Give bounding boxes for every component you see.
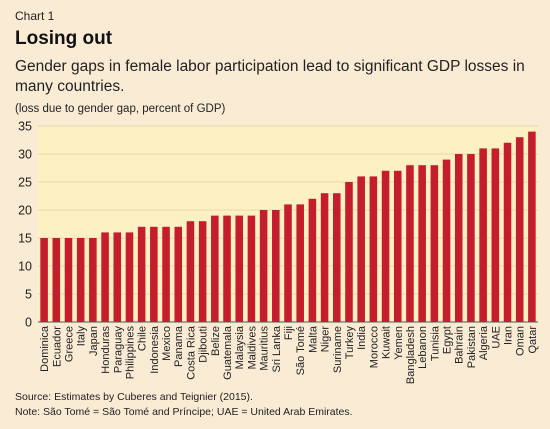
- bar-philippines: [125, 232, 134, 322]
- x-tick-label: Mexico: [161, 326, 173, 361]
- y-tick-label: 20: [18, 204, 32, 218]
- x-tick-label: Paraguay: [112, 326, 124, 374]
- x-tick-label: Chile: [137, 326, 149, 351]
- x-tick-label: Bangladesh: [405, 326, 417, 384]
- x-tick-label: Costa Rica: [185, 325, 197, 380]
- bar-paraguay: [113, 232, 122, 322]
- y-tick-label: 10: [18, 260, 32, 274]
- bar-yemen: [393, 170, 402, 322]
- chart-title: Losing out: [15, 28, 113, 49]
- unit-note: (loss due to gender gap, percent of GDP): [15, 103, 226, 115]
- bar-djibouti: [198, 221, 207, 322]
- y-tick-label: 35: [18, 120, 32, 134]
- x-tick-label: Italy: [76, 326, 88, 347]
- bar-japan: [89, 238, 97, 322]
- bar-malta: [308, 198, 317, 322]
- bar-panama: [174, 226, 183, 322]
- y-tick-label: 5: [25, 288, 32, 302]
- x-tick-label: Maldives: [246, 326, 258, 370]
- x-tick-label: Morocco: [368, 326, 380, 368]
- bar-egypt: [442, 159, 451, 322]
- x-tick-label: Lebanon: [417, 326, 429, 369]
- chart-subtitle: Gender gaps in female labor participatio…: [15, 58, 525, 95]
- footnote-text: Note: São Tomé = São Tomé and Príncipe; …: [15, 406, 353, 418]
- y-tick-label: 0: [25, 316, 32, 330]
- bar-oman: [515, 137, 524, 322]
- x-tick-label: Bahrain: [454, 326, 466, 364]
- x-tick-label: Yemen: [393, 326, 405, 360]
- bar-italy: [76, 238, 85, 322]
- x-tick-label: Iran: [503, 326, 515, 345]
- bar-bangladesh: [406, 165, 414, 322]
- bar-dominica: [40, 238, 48, 322]
- x-tick-label: Oman: [515, 326, 527, 356]
- bar-pakistan: [467, 154, 475, 322]
- x-tick-label: Pakistan: [466, 326, 478, 368]
- bar-honduras: [101, 232, 109, 322]
- bar-maldives: [247, 215, 256, 322]
- x-tick-label: Suriname: [332, 326, 344, 373]
- x-tick-label: Indonesia: [149, 325, 161, 374]
- x-tick-label: Belize: [210, 326, 222, 356]
- bar-guatemala: [223, 215, 231, 322]
- bar-costa-rica: [186, 221, 195, 322]
- x-tick-label: Malta: [307, 325, 319, 353]
- x-tick-label: Fiji: [283, 326, 295, 340]
- x-tick-label: Japan: [88, 326, 100, 356]
- bar-greece: [64, 238, 73, 322]
- x-tick-label: India: [356, 325, 368, 350]
- x-tick-label: Philippines: [124, 326, 136, 380]
- bar-qatar: [528, 131, 536, 322]
- bar-mexico: [162, 226, 170, 322]
- bar-sri-lanka: [272, 210, 280, 322]
- x-tick-label: São Tomé: [295, 326, 307, 375]
- bar-suriname: [333, 193, 341, 322]
- x-tick-label: Djibouti: [198, 326, 210, 363]
- x-tick-label: Ecuador: [51, 326, 63, 367]
- bar-malaysia: [235, 215, 243, 322]
- bar-belize: [211, 215, 219, 322]
- x-tick-label: Guatemala: [222, 325, 234, 380]
- bar-indonesia: [150, 226, 158, 322]
- x-tick-label: Dominica: [39, 325, 51, 372]
- x-tick-label: Greece: [63, 326, 75, 362]
- bar-turkey: [345, 182, 353, 322]
- bar-kuwait: [381, 170, 390, 322]
- y-tick-label: 30: [18, 148, 32, 162]
- x-tick-label: Malaysia: [234, 325, 246, 369]
- bar-iran: [503, 142, 512, 322]
- bar-fiji: [284, 204, 292, 322]
- bar-bahrain: [454, 154, 463, 322]
- bar-lebanon: [418, 165, 426, 322]
- bar-algeria: [479, 148, 487, 322]
- bar-s-o-tom-: [296, 204, 304, 322]
- x-tick-label: Honduras: [100, 326, 112, 374]
- y-tick-label: 25: [18, 176, 32, 190]
- x-tick-label: Qatar: [527, 326, 539, 354]
- bar-uae: [491, 148, 500, 322]
- x-tick-label: Panama: [173, 325, 185, 367]
- y-tick-label: 15: [18, 232, 32, 246]
- x-tick-label: Tunisia: [429, 325, 441, 361]
- x-tick-label: Mauritius: [259, 326, 271, 371]
- source-note: Source: Estimates by Cuberes and Teignie…: [15, 390, 353, 420]
- bar-india: [357, 176, 365, 322]
- x-tick-label: Algeria: [478, 325, 490, 360]
- bar-chile: [137, 226, 146, 322]
- chart-number-label: Chart 1: [15, 9, 55, 23]
- source-text: Source: Estimates by Cuberes and Teignie…: [15, 391, 253, 403]
- x-tick-label: Turkey: [344, 326, 356, 360]
- x-tick-label: Egypt: [442, 326, 454, 354]
- x-tick-label: Niger: [320, 326, 332, 353]
- bar-morocco: [369, 176, 378, 322]
- bar-niger: [320, 193, 329, 322]
- x-tick-label: Sri Lanka: [271, 325, 283, 372]
- bar-ecuador: [52, 238, 61, 322]
- x-tick-label: Kuwait: [381, 326, 393, 359]
- bar-mauritius: [259, 210, 268, 322]
- x-tick-label: UAE: [490, 326, 502, 349]
- bar-tunisia: [430, 165, 439, 322]
